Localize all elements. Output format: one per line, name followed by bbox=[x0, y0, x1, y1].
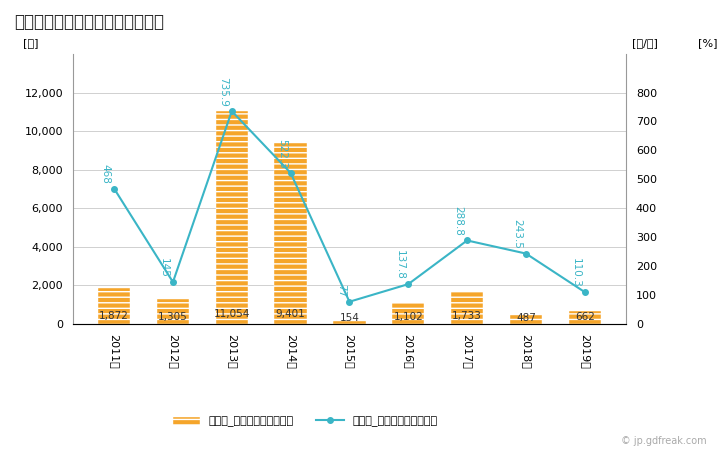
Text: 522.3: 522.3 bbox=[277, 139, 287, 169]
Bar bbox=[98, 288, 130, 324]
Text: 487: 487 bbox=[516, 313, 536, 323]
Bar bbox=[333, 321, 365, 324]
Text: 1,305: 1,305 bbox=[158, 312, 188, 322]
Bar bbox=[392, 303, 424, 324]
Text: © jp.gdfreak.com: © jp.gdfreak.com bbox=[620, 436, 706, 446]
Text: [㎡/棟]: [㎡/棟] bbox=[632, 38, 657, 48]
Text: 137.8: 137.8 bbox=[395, 250, 405, 280]
Text: 468: 468 bbox=[100, 164, 111, 184]
Text: 77: 77 bbox=[336, 284, 346, 297]
Bar bbox=[451, 291, 483, 324]
Text: [㎡]: [㎡] bbox=[23, 38, 39, 48]
Text: 9,401: 9,401 bbox=[276, 309, 306, 319]
Text: [%]: [%] bbox=[698, 38, 718, 48]
Text: 288.8: 288.8 bbox=[454, 206, 463, 236]
Legend: 非木造_床面積合計（左軸）, 非木造_平均床面積（右軸）: 非木造_床面積合計（左軸）, 非木造_平均床面積（右軸） bbox=[168, 412, 443, 432]
Bar bbox=[510, 315, 542, 324]
Text: 154: 154 bbox=[339, 313, 360, 323]
Text: 非木造建築物の床面積合計の推移: 非木造建築物の床面積合計の推移 bbox=[15, 14, 165, 32]
Text: 243.5: 243.5 bbox=[512, 219, 522, 249]
Text: 1,733: 1,733 bbox=[452, 311, 482, 321]
Text: 110.3: 110.3 bbox=[571, 258, 581, 288]
Bar bbox=[274, 143, 306, 324]
Text: 1,102: 1,102 bbox=[393, 312, 423, 322]
Text: 735.9: 735.9 bbox=[218, 77, 228, 107]
Bar bbox=[569, 311, 601, 324]
Bar bbox=[215, 111, 248, 324]
Text: 1,872: 1,872 bbox=[99, 311, 129, 321]
Bar bbox=[157, 299, 189, 324]
Text: 11,054: 11,054 bbox=[213, 309, 250, 319]
Text: 145: 145 bbox=[159, 258, 169, 278]
Text: 662: 662 bbox=[575, 312, 595, 322]
